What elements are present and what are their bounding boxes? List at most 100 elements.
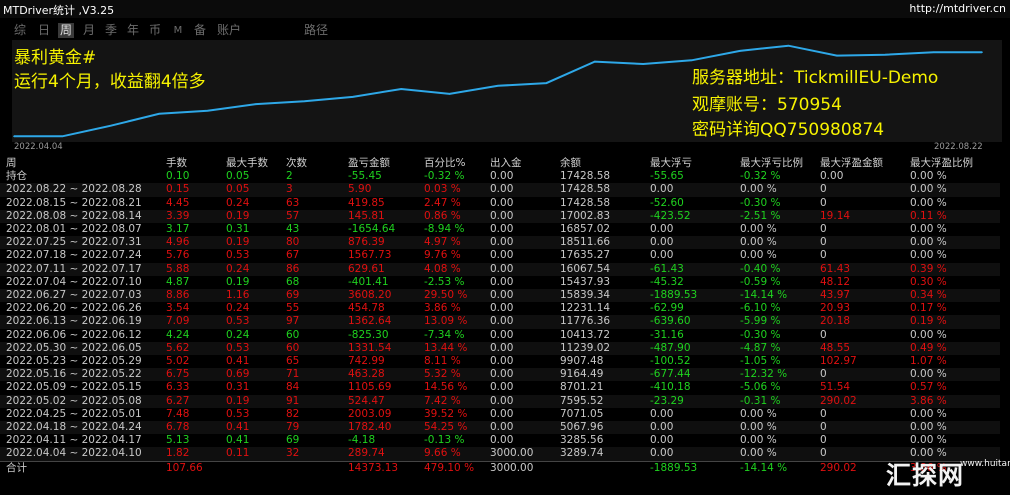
cell-lots: 5.02 — [166, 355, 190, 368]
table-row[interactable]: 2022.05.02 ~ 2022.05.08 6.27 0.19 91 524.47 7… — [0, 394, 1000, 408]
table-row[interactable]: 2022.06.06 ~ 2022.06.12 4.24 0.24 60 -825.30… — [0, 329, 1000, 342]
cell-max-drawdown-pct: 0.00 % — [734, 447, 814, 462]
tab-currency[interactable]: 币 — [148, 23, 161, 37]
tab-day[interactable]: 日 — [37, 23, 50, 37]
cell-trades: 63 — [286, 196, 300, 209]
table-row[interactable]: 2022.05.16 ~ 2022.05.22 6.75 0.69 71 463.28 5… — [0, 368, 1000, 382]
cell-max-lots: 1.16 — [220, 289, 280, 303]
table-row[interactable]: 2022.07.04 ~ 2022.07.10 4.87 0.19 68 -401.41… — [0, 276, 1000, 289]
tab-quarter[interactable]: 季 — [104, 23, 117, 37]
table-row[interactable]: 2022.05.23 ~ 2022.05.29 5.02 0.41 65 742.99 8… — [0, 355, 1000, 368]
cell-balance: 17428.58 — [554, 183, 644, 197]
cell-max-drawdown-pct: -6.10 % — [740, 302, 781, 315]
cell-profit: 3608.20 — [342, 289, 418, 303]
tab-account[interactable]: 账户 — [216, 23, 241, 37]
table-row[interactable]: 2022.04.25 ~ 2022.05.01 7.48 0.53 82 2003.09… — [0, 408, 1000, 421]
cell-max-floating-profit-pct: 0.00 % — [910, 196, 947, 209]
column-header-max-drawdown[interactable]: 最大浮亏 — [650, 157, 692, 169]
cell-percent: -8.94 % — [424, 223, 465, 236]
balance-point — [836, 54, 838, 57]
table-row[interactable]: 2022.05.09 ~ 2022.05.15 6.33 0.31 84 1105.69… — [0, 381, 1000, 394]
column-header-max-floating-profit[interactable]: 最大浮盈金额 — [820, 157, 883, 169]
tab-year[interactable]: 年 — [126, 23, 139, 37]
cell-max-floating-profit-pct: 0.19 % — [904, 315, 1000, 329]
cell-max-lots: 0.31 — [226, 381, 250, 394]
cell-balance: 5067.96 — [554, 421, 644, 435]
tab-summary[interactable]: 综 — [13, 23, 26, 37]
cell-max-lots: 0.19 — [220, 394, 280, 408]
table-row[interactable]: 2022.07.25 ~ 2022.07.31 4.96 0.19 80 876.39 4… — [0, 236, 1000, 250]
column-header-lots[interactable]: 手数 — [166, 157, 187, 169]
cell-deposit: 0.00 — [490, 196, 514, 209]
cell-week: 2022.05.09 ~ 2022.05.15 — [6, 381, 142, 394]
column-header-balance[interactable]: 余额 — [560, 157, 581, 169]
column-header-max-drawdown-pct[interactable]: 最大浮亏比例 — [740, 157, 803, 169]
balance-point — [158, 113, 160, 115]
cell-week: 2022.04.11 ~ 2022.04.17 — [6, 434, 142, 447]
table-row[interactable]: 2022.08.08 ~ 2022.08.14 3.39 0.19 57 145.81 0… — [0, 209, 1000, 224]
cell-max-floating-profit-pct: 0.57 % — [910, 381, 947, 394]
table-row[interactable]: 2022.06.27 ~ 2022.07.03 8.86 1.16 69 3608.20… — [0, 289, 1000, 303]
total-percent: 479.10 % — [418, 460, 484, 475]
cell-deposit: 0.00 — [490, 170, 514, 183]
cell-max-drawdown: -639.60 — [644, 315, 734, 329]
tab-path[interactable]: 路径 — [303, 23, 328, 37]
table-row[interactable]: 2022.04.04 ~ 2022.04.10 1.82 0.11 32 289.74 9… — [0, 447, 1000, 462]
table-row[interactable]: 2022.08.22 ~ 2022.08.28 0.15 0.05 3 5.90 0.03… — [0, 183, 1000, 197]
cell-balance: 9164.49 — [554, 368, 644, 382]
table-row[interactable]: 2022.06.13 ~ 2022.06.19 7.09 0.53 97 1362.64… — [0, 315, 1000, 329]
column-header-trades[interactable]: 次数 — [286, 157, 307, 169]
cell-max-floating-profit: 0 — [814, 421, 904, 435]
cell-trades: 86 — [280, 262, 342, 276]
column-header-deposit[interactable]: 出入金 — [490, 157, 522, 169]
cell-max-floating-profit: 0 — [820, 249, 827, 262]
table-row[interactable]: 2022.08.15 ~ 2022.08.21 4.45 0.24 63 419.85 2… — [0, 197, 1000, 210]
cell-max-drawdown: 0.00 — [644, 183, 734, 197]
cell-percent: 7.42 % — [418, 394, 484, 408]
column-header-percent[interactable]: 百分比% — [424, 157, 466, 169]
tab-notes[interactable]: 备 — [193, 23, 206, 37]
cell-balance: 17428.58 — [560, 196, 611, 209]
cell-percent: 2.47 % — [424, 196, 461, 209]
table-row[interactable]: 2022.07.11 ~ 2022.07.17 5.88 0.24 86 629.61 4… — [0, 262, 1000, 276]
column-header-max-lots[interactable]: 最大手数 — [226, 157, 268, 169]
watermark: 汇探网 — [886, 461, 965, 490]
cell-max-drawdown-pct: 0.00 % — [734, 236, 814, 250]
cell-deposit: 0.00 — [490, 407, 514, 420]
cell-trades: 68 — [286, 275, 300, 288]
column-header-week[interactable]: 周 — [6, 157, 17, 169]
cell-balance: 12231.14 — [560, 302, 611, 315]
site-link[interactable]: http://mtdriver.cn — [909, 2, 1006, 15]
table-row[interactable]: 2022.05.30 ~ 2022.06.05 5.62 0.53 60 1331.54… — [0, 341, 1000, 356]
cell-max-lots: 0.05 — [226, 170, 250, 183]
balance-point — [981, 51, 983, 53]
cell-max-drawdown: -410.18 — [650, 381, 691, 394]
table-row[interactable]: 2022.08.01 ~ 2022.08.07 3.17 0.31 43 -1654.6… — [0, 223, 1000, 236]
table-row[interactable]: 2022.04.11 ~ 2022.04.17 5.13 0.41 69 -4.18 -0… — [0, 434, 1000, 447]
cell-max-drawdown-pct: -1.05 % — [740, 355, 781, 368]
column-header-profit[interactable]: 盈亏金额 — [348, 157, 390, 169]
cell-percent: 3.86 % — [424, 302, 461, 315]
balance-point — [932, 51, 935, 53]
table-row[interactable]: 2022.04.18 ~ 2022.04.24 6.78 0.41 79 1782.40… — [0, 421, 1000, 435]
cell-max-floating-profit-pct: 0.49 % — [904, 341, 1000, 356]
cell-max-floating-profit-pct: 0.00 % — [904, 183, 1000, 197]
table-row[interactable]: 2022.06.20 ~ 2022.06.26 3.54 0.24 55 454.78 3… — [0, 302, 1000, 315]
tab-m[interactable]: M — [173, 25, 183, 36]
cell-lots: 6.78 — [160, 421, 220, 435]
total-max-drawdown: -1889.53 — [644, 460, 734, 475]
table-row[interactable]: 2022.07.18 ~ 2022.07.24 5.76 0.53 67 1567.73… — [0, 249, 1000, 262]
cell-max-floating-profit-pct: 3.86 % — [904, 394, 1000, 408]
cell-trades: 79 — [280, 421, 342, 435]
cell-trades: 3 — [280, 183, 342, 197]
cell-max-floating-profit-pct: 0.00 % — [904, 236, 1000, 250]
cell-profit: 876.39 — [342, 236, 418, 250]
balance-point — [110, 124, 112, 127]
tab-week[interactable]: 周 — [58, 23, 74, 38]
open-positions-row[interactable]: 持仓 0.10 0.05 2 -55.45 -0.32 % 0.00 17428.58 -55.… — [0, 170, 1000, 183]
tab-month[interactable]: 月 — [82, 23, 95, 37]
cell-max-lots: 0.24 — [226, 328, 250, 341]
weekly-stats-table: 周 手数 最大手数 次数 盈亏金额 百分比% 出入金 余额 最大浮亏 最大浮亏比例 最大浮盈金额 最大… — [0, 157, 1000, 475]
column-header-max-floating-profit-pct[interactable]: 最大浮盈比例 — [910, 157, 973, 169]
cell-max-floating-profit: 0 — [820, 223, 827, 236]
